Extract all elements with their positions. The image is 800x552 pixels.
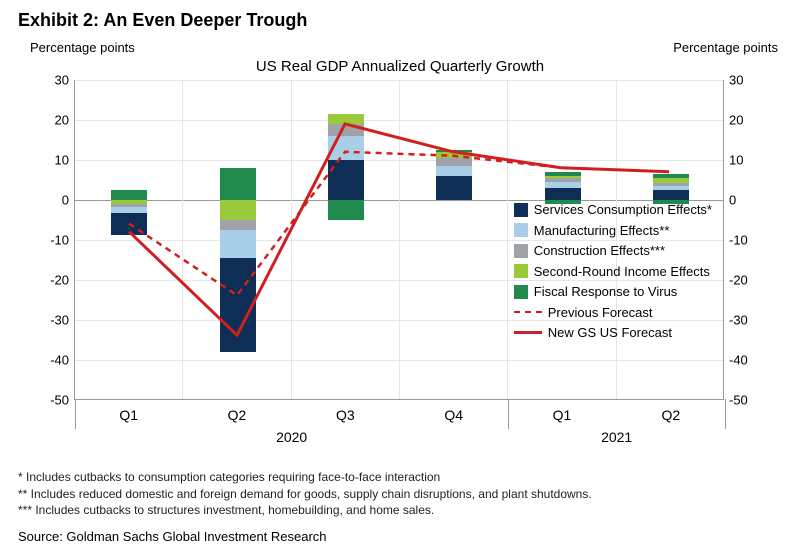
category-label: Q1: [508, 407, 615, 423]
legend-label: Manufacturing Effects**: [534, 221, 670, 241]
legend-swatch: [514, 223, 528, 237]
legend-line-sample: [514, 331, 542, 334]
legend-label: Previous Forecast: [548, 303, 653, 323]
legend-row: Services Consumption Effects*: [514, 200, 712, 220]
legend-label: Fiscal Response to Virus: [534, 282, 678, 302]
category-label: Q2: [617, 407, 725, 423]
ytick-left: 0: [21, 193, 69, 208]
category-label: Q1: [75, 407, 182, 423]
category-label: Q3: [292, 407, 399, 423]
legend-swatch: [514, 244, 528, 258]
ytick-right: -40: [729, 353, 777, 368]
category-label: Q2: [183, 407, 290, 423]
category-label: Q4: [400, 407, 507, 423]
legend-row: Construction Effects***: [514, 241, 712, 261]
ytick-right: 30: [729, 73, 777, 88]
legend-swatch: [514, 203, 528, 217]
legend-row: Fiscal Response to Virus: [514, 282, 712, 302]
legend-label: Services Consumption Effects*: [534, 200, 712, 220]
legend-row: Second-Round Income Effects: [514, 262, 712, 282]
footnote: * Includes cutbacks to consumption categ…: [18, 469, 592, 485]
ytick-left: -10: [21, 233, 69, 248]
footnotes: * Includes cutbacks to consumption categ…: [18, 469, 592, 518]
legend-label: Second-Round Income Effects: [534, 262, 710, 282]
year-separator: [508, 399, 509, 429]
ytick-right: -50: [729, 393, 777, 408]
year-separator: [725, 399, 726, 429]
ytick-left: -20: [21, 273, 69, 288]
ytick-right: -20: [729, 273, 777, 288]
legend-label: Construction Effects***: [534, 241, 665, 261]
legend-row: Previous Forecast: [514, 303, 712, 323]
year-separator: [75, 399, 76, 429]
ytick-right: -30: [729, 313, 777, 328]
ytick-left: 30: [21, 73, 69, 88]
ytick-left: 10: [21, 153, 69, 168]
ytick-left: -50: [21, 393, 69, 408]
y-axis-label-left: Percentage points: [30, 40, 135, 55]
year-label: 2021: [508, 429, 725, 445]
ytick-right: 0: [729, 193, 777, 208]
legend-row: New GS US Forecast: [514, 323, 712, 343]
legend-swatch: [514, 264, 528, 278]
ytick-left: 20: [21, 113, 69, 128]
ytick-right: -10: [729, 233, 777, 248]
ytick-left: -30: [21, 313, 69, 328]
chart-subtitle: US Real GDP Annualized Quarterly Growth: [18, 58, 782, 75]
legend-label: New GS US Forecast: [548, 323, 672, 343]
chart-container: Percentage points Percentage points US R…: [18, 40, 782, 460]
legend: Services Consumption Effects*Manufacturi…: [514, 200, 712, 344]
y-axis-label-right: Percentage points: [673, 40, 778, 55]
legend-row: Manufacturing Effects**: [514, 221, 712, 241]
ytick-right: 20: [729, 113, 777, 128]
source-text: Source: Goldman Sachs Global Investment …: [18, 529, 327, 544]
year-label: 2020: [75, 429, 508, 445]
footnote: ** Includes reduced domestic and foreign…: [18, 486, 592, 502]
ytick-left: -40: [21, 353, 69, 368]
legend-swatch: [514, 285, 528, 299]
legend-line-sample: [514, 311, 542, 313]
exhibit-title: Exhibit 2: An Even Deeper Trough: [0, 0, 800, 39]
ytick-right: 10: [729, 153, 777, 168]
footnote: *** Includes cutbacks to structures inve…: [18, 502, 592, 518]
